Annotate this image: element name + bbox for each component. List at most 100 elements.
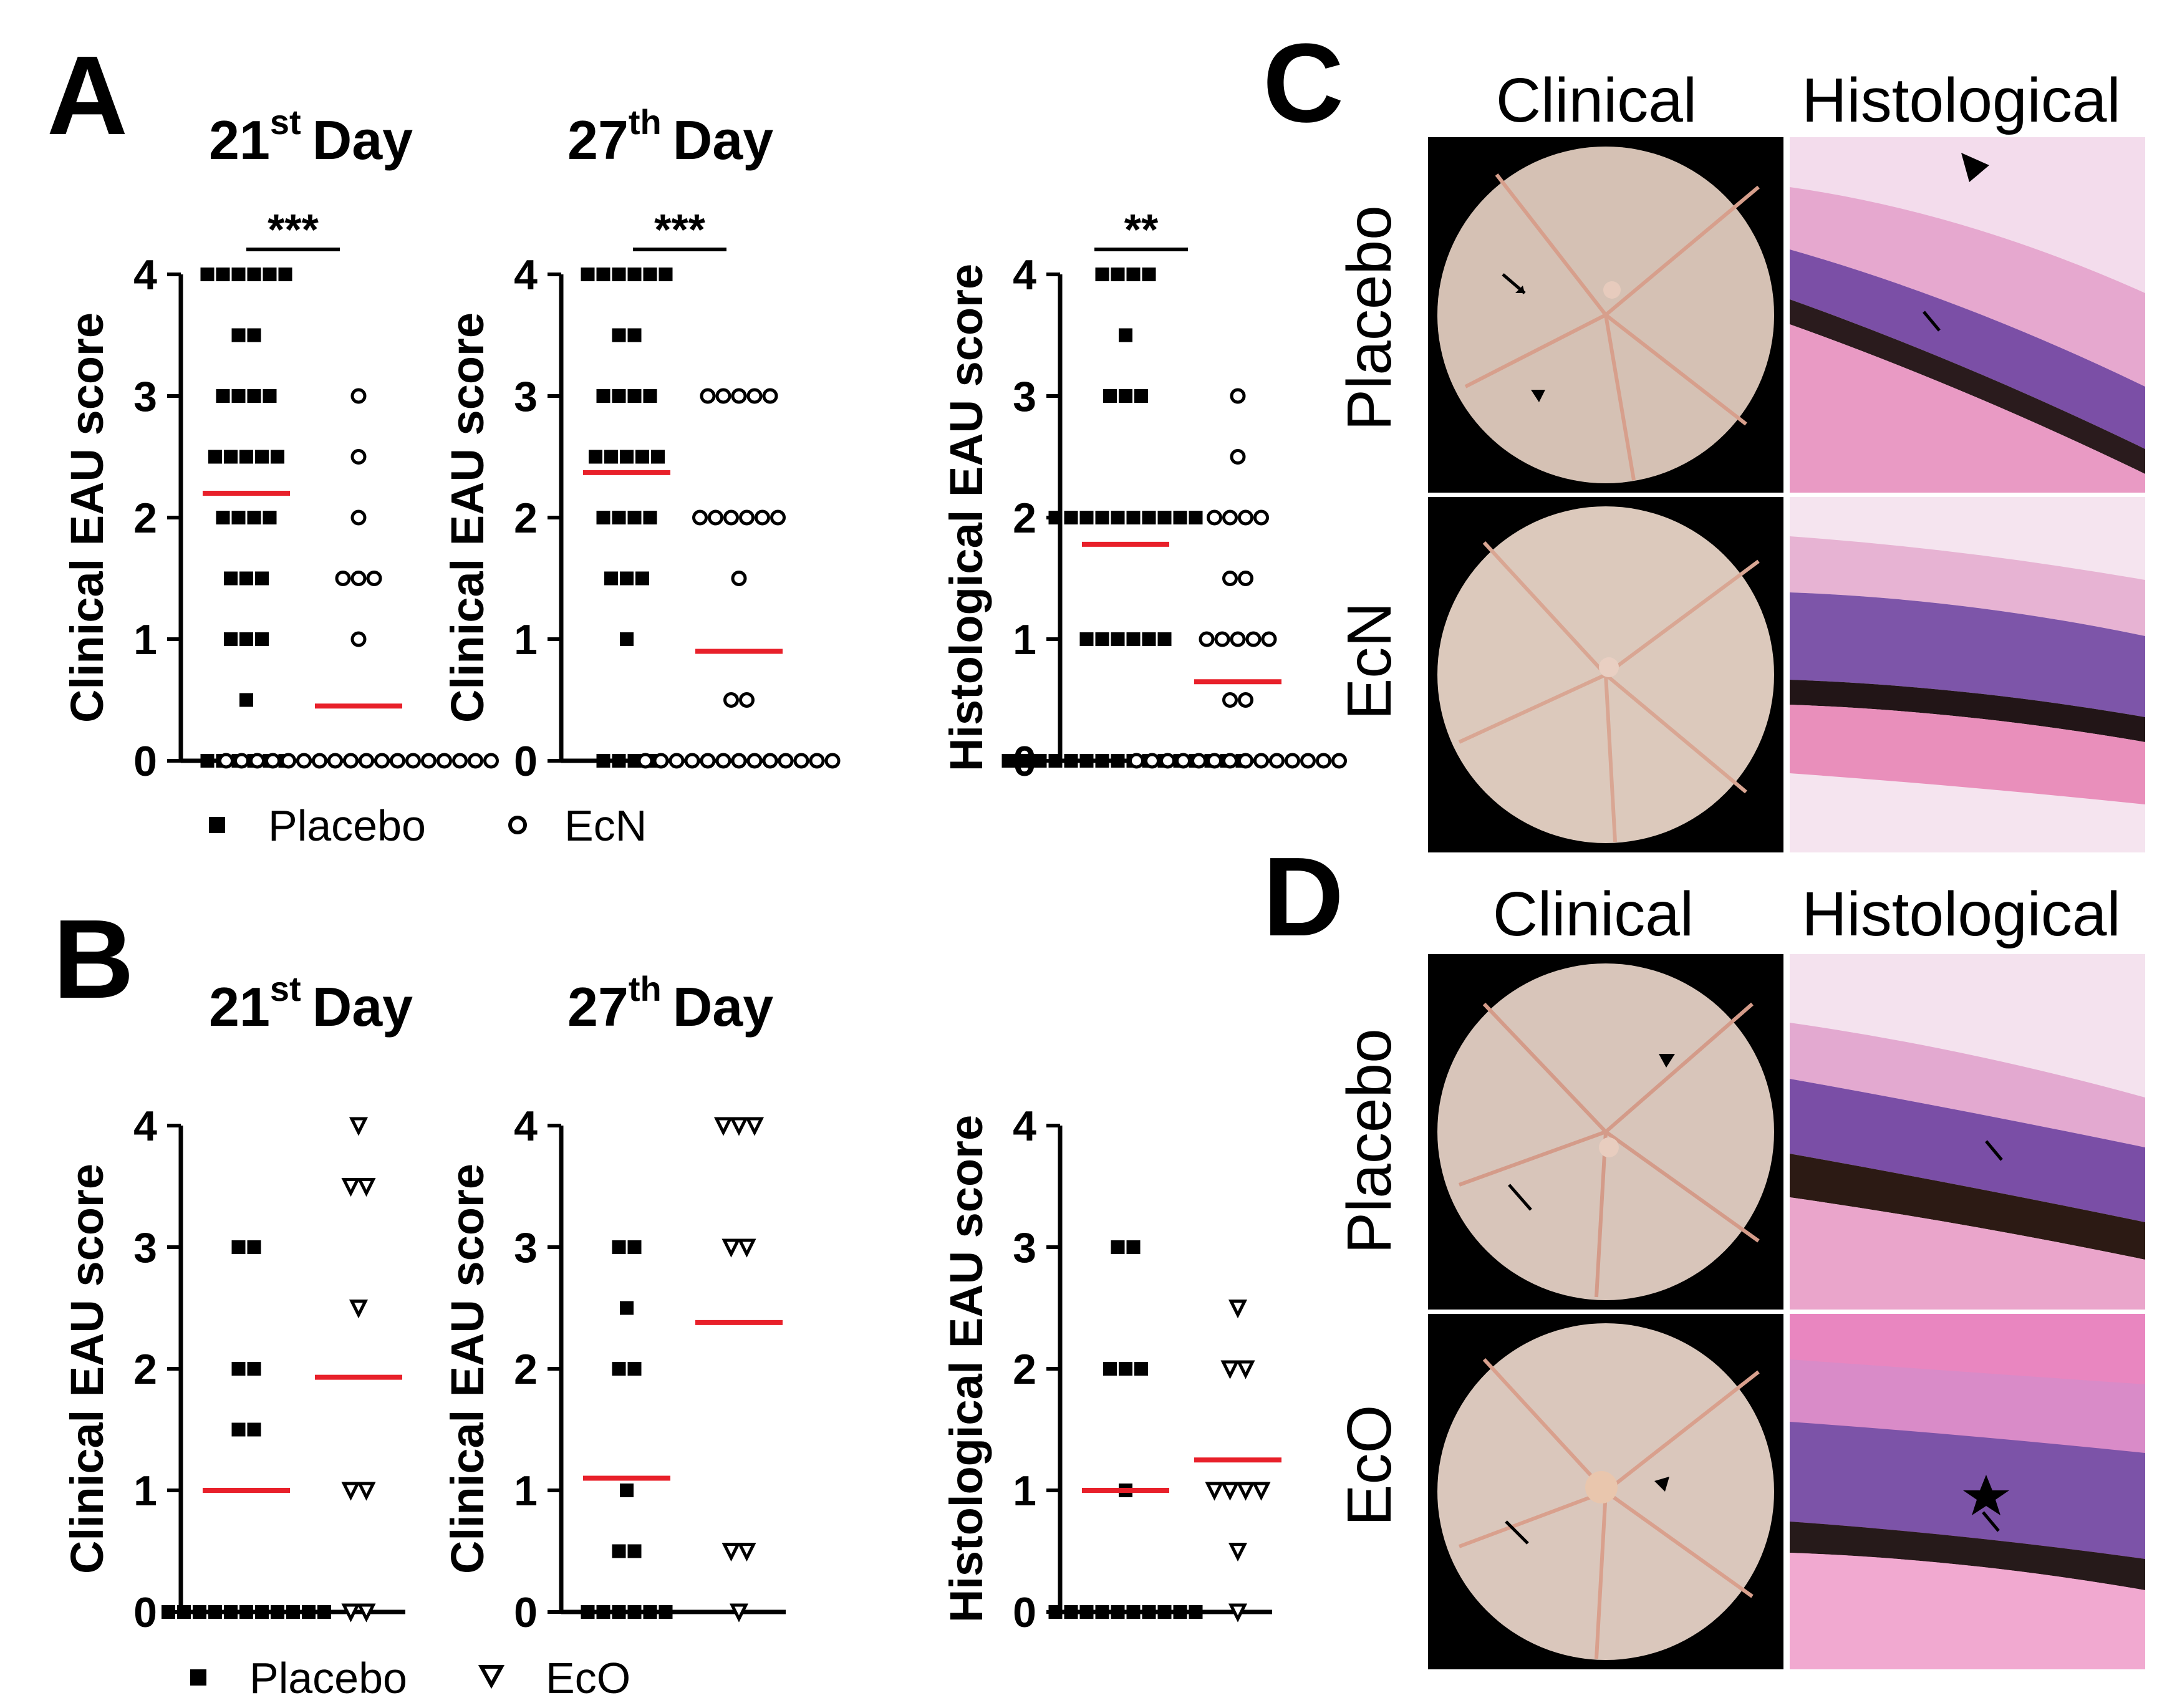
data-point-placebo [604,450,618,464]
data-point-ecn [731,571,747,586]
data-point-placebo [612,1605,626,1619]
data-point-placebo [1134,1362,1148,1376]
data-point-placebo [643,511,657,524]
data-point-ecn [421,753,437,769]
data-point-placebo [177,1605,191,1619]
y-tick-label: 2 [514,1346,538,1393]
y-tick-label: 4 [133,251,157,299]
data-point-ecn [746,753,763,769]
histology-image-d-placebo [1790,954,2145,1310]
data-point-ecn [723,509,739,526]
data-point-eco [729,1603,749,1623]
significance-label: *** [654,205,705,254]
data-point-eco [341,1603,360,1623]
data-point-placebo [1189,511,1203,524]
data-point-placebo [216,268,230,281]
data-point-placebo [612,389,626,403]
data-point-placebo [239,571,253,586]
data-point-ecn [281,753,296,769]
data-point-placebo [620,632,634,646]
y-tick-label: 1 [1013,616,1036,663]
data-point-ecn [1207,753,1222,769]
header-word: Day [312,976,413,1038]
data-point-placebo [596,754,610,768]
data-point-ecn [452,753,468,769]
data-point-placebo [627,754,642,768]
data-point-eco [721,1238,741,1258]
data-point-eco [341,1178,360,1197]
data-point-ecn [350,509,367,526]
data-point-eco [713,1117,733,1136]
data-point-placebo [1142,1605,1156,1619]
data-point-placebo [224,632,238,646]
data-point-placebo [231,389,246,403]
data-point-placebo [627,511,642,524]
data-point-ecn [715,388,731,404]
data-point-ecn [1191,753,1207,769]
data-point-placebo [1048,754,1063,768]
data-point-ecn [653,753,669,769]
data-point-placebo [612,268,626,281]
data-point-placebo [627,1240,642,1254]
y-tick-label: 1 [514,616,538,663]
y-tick-label: 0 [133,738,157,785]
data-point-placebo [1095,754,1109,768]
data-point-ecn [1214,631,1230,647]
data-point-ecn [1261,631,1277,647]
legend-placebo-label: Placebo [268,801,426,850]
data-point-placebo [589,450,602,464]
data-point-placebo [620,571,634,586]
data-point-ecn [312,753,327,769]
data-point-placebo [1173,511,1187,524]
data-point-placebo [239,632,253,646]
data-point-ecn [1285,753,1300,769]
header-sup: st [270,102,301,142]
data-point-ecn [708,509,723,526]
y-axis-label: Clinical EAU score [61,1164,113,1574]
data-point-placebo [1064,1605,1078,1619]
data-point-ecn [1175,753,1191,769]
data-point-ecn [824,753,841,769]
d-col-histological: Histological [1802,879,2120,949]
fundus-image-d-placebo [1428,954,1783,1310]
data-point-ecn [778,753,794,769]
y-axis-label: Clinical EAU score [442,1164,493,1574]
data-point-placebo [231,1240,246,1254]
data-point-ecn [234,753,249,769]
panel-label-b: B [53,897,134,1022]
data-point-placebo [627,268,642,281]
y-axis-label: Clinical EAU score [442,312,493,723]
data-point-ecn [762,388,778,404]
y-tick-label: 3 [514,1224,538,1271]
data-point-placebo [1079,754,1094,768]
data-point-placebo [620,1301,634,1315]
data-point-placebo [216,511,230,524]
data-point-eco [1236,1482,1255,1501]
data-point-placebo [231,511,246,524]
y-tick-label: 4 [133,1102,157,1150]
y-tick-label: 2 [133,495,157,542]
data-point-placebo [581,1605,595,1619]
data-point-eco [737,1238,756,1258]
y-tick-label: 2 [1013,1346,1036,1393]
data-point-ecn [437,753,452,769]
data-point-eco [737,1543,756,1562]
data-point-ecn [762,753,778,769]
data-point-ecn [366,571,382,586]
y-tick-label: 1 [514,1467,538,1515]
data-point-placebo [1103,1362,1117,1376]
data-point-placebo [1001,754,1016,768]
chart-a-day21: 0 1 2 3 4 Clinical EAU score *** [61,205,499,785]
y-tick-label: 2 [133,1346,157,1393]
data-point-placebo [1173,1605,1187,1619]
data-point-ecn [350,571,367,586]
data-point-ecn [1238,571,1253,586]
data-point-ecn [715,753,731,769]
data-point-eco [1205,1482,1224,1501]
data-point-placebo [286,1605,300,1619]
header-num: 27 [567,976,629,1038]
data-point-placebo [635,450,649,464]
data-point-placebo [1119,1362,1132,1376]
data-point-placebo [635,571,649,586]
